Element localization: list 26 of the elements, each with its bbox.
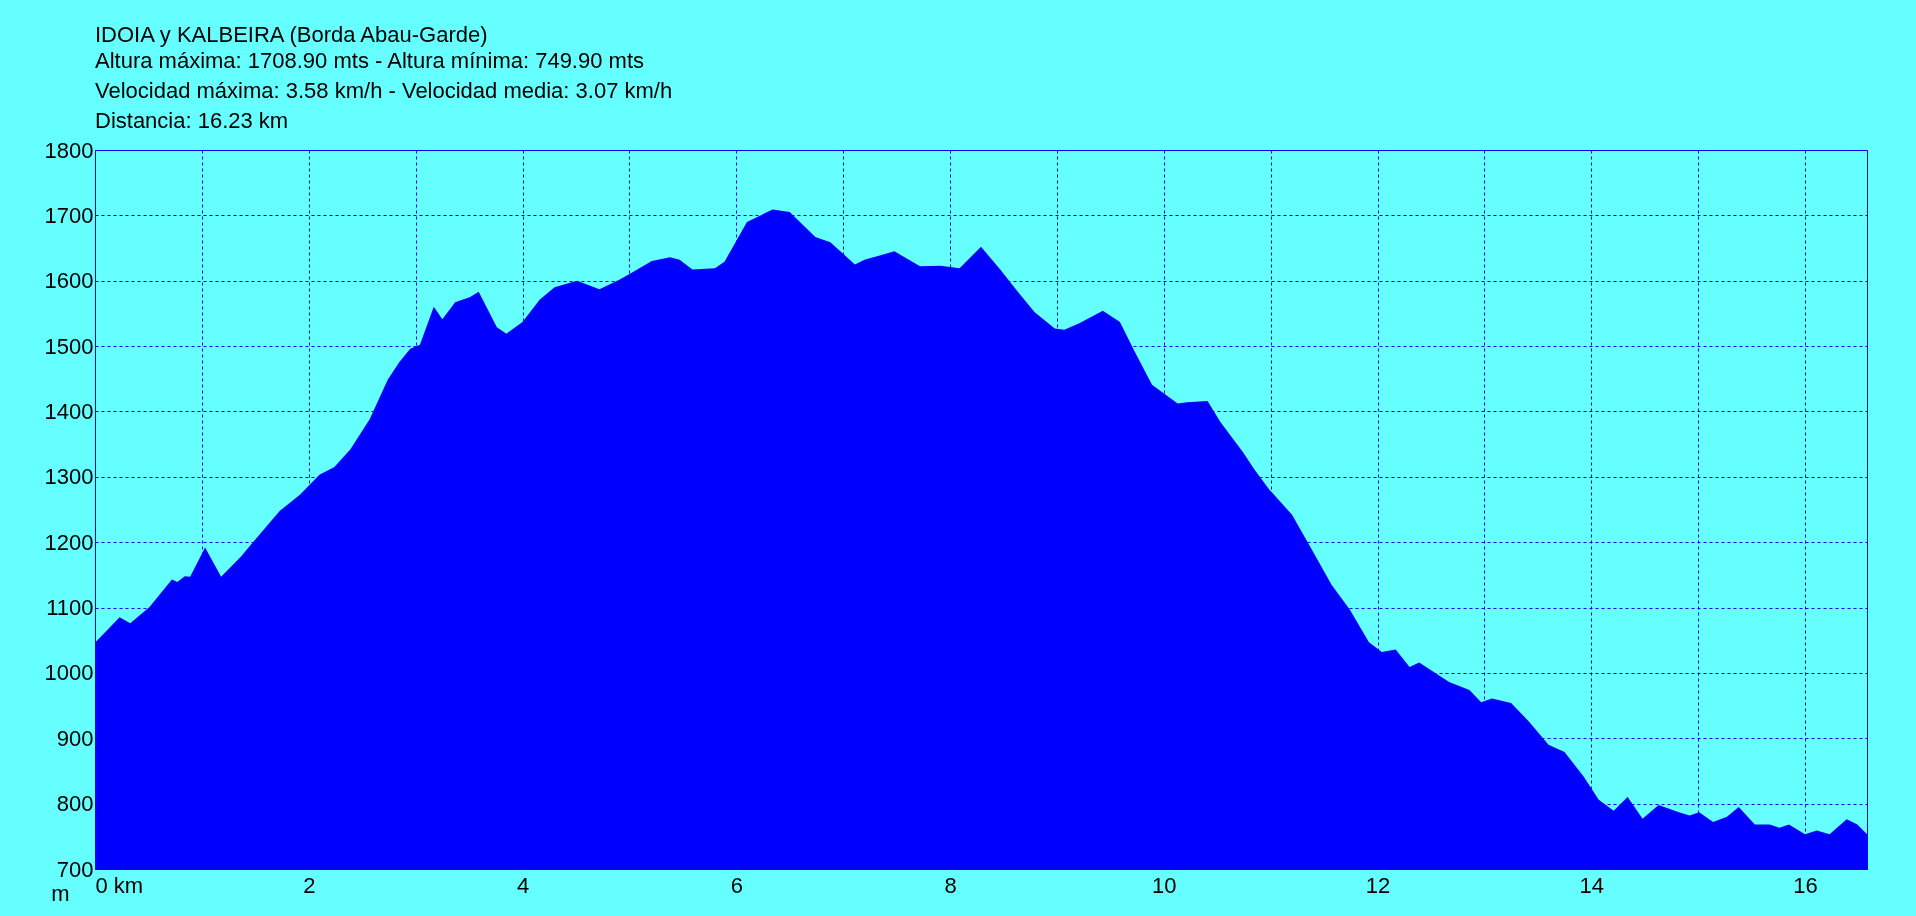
y-tick-label: 1100 <box>46 595 94 621</box>
chart-title: IDOIA y KALBEIRA (Borda Abau-Garde) <box>95 22 488 47</box>
x-tick-label: 4 <box>516 872 530 898</box>
text: Velocidad máxima: 3.58 km/h - Velocidad media: 3.07 km/h <box>95 78 673 103</box>
y-tick-label: 1000 <box>44 660 94 686</box>
y-tick-label: 1400 <box>44 398 94 424</box>
y-tick-label: 800 <box>56 791 94 817</box>
y-tick-label: 700 <box>56 856 94 882</box>
x-tick-label: 10 <box>1152 872 1177 898</box>
x-tick-label: 6 <box>730 872 743 898</box>
x-tick-label: 8 <box>944 872 957 898</box>
y-tick-label: 1200 <box>44 529 94 555</box>
y-tick-label: 1700 <box>44 202 94 228</box>
x-tick-label: 12 <box>1365 872 1391 898</box>
chart-subtitle: Altura máxima: 1708.90 mts - Altura mínima: 749.90 mts <box>95 48 645 73</box>
y-tick-label: 1600 <box>44 268 94 294</box>
x-tick-label: 2 <box>303 872 316 898</box>
y-tick-label: 900 <box>56 725 94 751</box>
x-tick-label: 16 <box>1793 872 1818 898</box>
y-tick-label: 1800 <box>44 137 94 163</box>
x-tick-label: 0 km <box>95 872 144 898</box>
text: Distancia: 16.23 km <box>95 108 289 133</box>
y-tick-label: 1300 <box>44 464 94 490</box>
y-tick-label: 1500 <box>44 333 94 359</box>
x-tick-label: 14 <box>1579 872 1604 898</box>
y-axis-title: m <box>51 880 70 906</box>
